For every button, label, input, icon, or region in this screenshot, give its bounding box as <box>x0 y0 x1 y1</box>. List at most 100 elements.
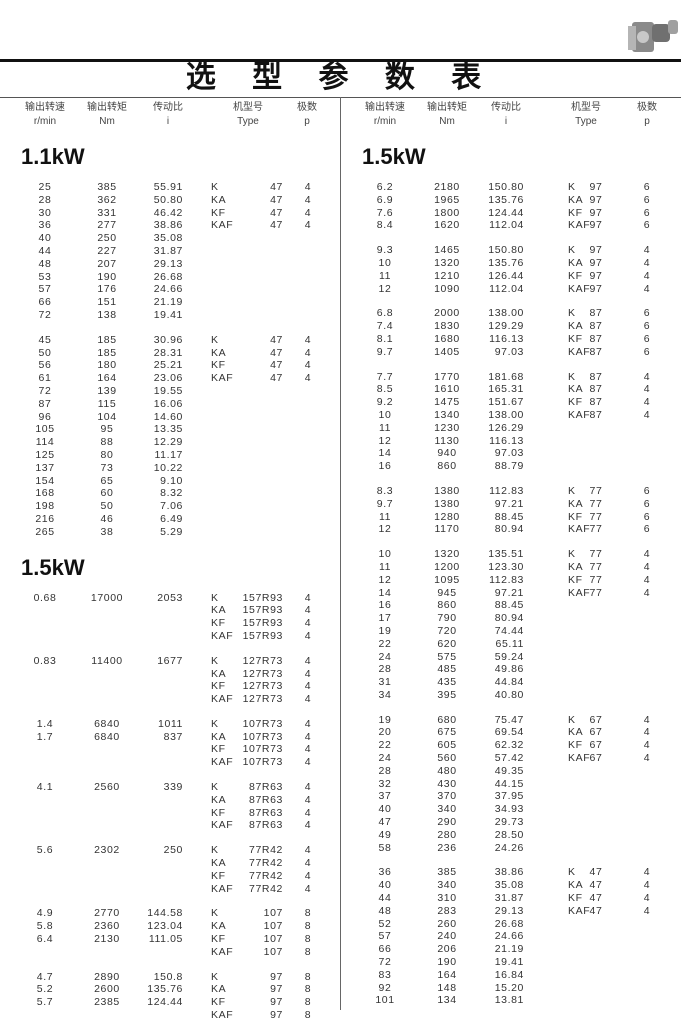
ratio: 138.00 <box>488 408 524 421</box>
poles: 4 <box>304 756 312 769</box>
poles: 8 <box>304 996 312 1009</box>
ratio: 97.03 <box>494 447 524 460</box>
output-speed: 66 <box>378 943 392 956</box>
ratio: 97.21 <box>494 586 524 599</box>
output-torque: 1965 <box>434 193 460 206</box>
type-size: 87R63 <box>249 819 283 832</box>
ratio: 126.44 <box>488 269 524 282</box>
ratio: 15.20 <box>494 981 524 994</box>
type-series: K <box>211 907 219 920</box>
output-torque: 206 <box>437 943 457 956</box>
output-torque: 560 <box>437 752 457 765</box>
output-torque: 340 <box>437 879 457 892</box>
output-speed: 11 <box>378 560 392 573</box>
type-size: 157R93 <box>242 629 283 642</box>
table-row: 5.7 2385 124.44 KF 97 8 <box>0 996 340 1009</box>
output-speed: 7.7 <box>376 370 394 383</box>
output-torque: 940 <box>437 447 457 460</box>
type-size: 107 <box>263 907 283 920</box>
type-size: 107 <box>263 933 283 946</box>
output-speed: 10 <box>378 256 392 269</box>
ratio: 75.47 <box>494 713 524 726</box>
type-size: 107 <box>263 945 283 958</box>
ratio: 7.06 <box>160 500 183 513</box>
type-series: KA <box>568 256 584 269</box>
ratio: 55.91 <box>153 181 183 193</box>
ratio: 26.68 <box>153 270 183 283</box>
output-speed: 25 <box>38 181 52 193</box>
table-row: 4.9 2770 144.58 K 107 8 <box>0 907 340 920</box>
poles: 4 <box>643 256 651 269</box>
type-series: KA <box>211 857 227 870</box>
table-row: 9.7 1380 97.21 KA 77 6 <box>341 498 681 511</box>
type-series: KAF <box>568 523 591 536</box>
ratio: 9.10 <box>160 474 183 487</box>
output-torque: 176 <box>97 283 117 296</box>
type-series: KF <box>568 739 583 752</box>
table-row: 11 1200 123.30 KA 77 4 <box>341 561 681 574</box>
ratio: 112.83 <box>489 484 524 497</box>
model-group: 0.68 17000 2053 K 157R93 4 KA 157R93 4 KF 157R93 4 K… <box>0 592 340 643</box>
output-torque: 310 <box>437 892 457 905</box>
table-row: 6.8 2000 138.00 K 87 6 <box>341 307 681 320</box>
ratio: 24.26 <box>494 841 524 854</box>
type-size: 127R73 <box>242 693 283 706</box>
poles: 4 <box>304 743 312 756</box>
output-speed: 31 <box>378 676 392 689</box>
output-speed: 12 <box>378 434 392 447</box>
table-row: KAF 127R73 4 <box>0 693 340 706</box>
poles: 4 <box>643 282 651 295</box>
output-speed: 28 <box>38 193 52 206</box>
output-torque: 240 <box>437 930 457 943</box>
ratio: 150.80 <box>488 181 524 193</box>
type-size: 47 <box>270 372 283 385</box>
poles: 4 <box>643 548 651 561</box>
table-row: 19 720 74.44 <box>341 625 681 638</box>
type-series: KAF <box>211 629 234 642</box>
output-speed: 72 <box>38 308 52 321</box>
type-size: 77 <box>589 560 603 573</box>
table-row: 28 362 50.80 KA 47 4 <box>0 194 340 207</box>
ratio: 35.08 <box>153 232 183 245</box>
poles: 6 <box>643 206 651 219</box>
column-header: 输出转速 r/min <box>355 101 415 129</box>
table-row: 92 148 15.20 <box>341 982 681 995</box>
output-torque: 139 <box>97 384 117 397</box>
type-size: 47 <box>589 904 603 917</box>
poles: 4 <box>304 359 312 372</box>
poles: 6 <box>643 332 651 345</box>
table-row: 50 185 28.31 KA 47 4 <box>0 347 340 360</box>
output-torque: 6840 <box>94 730 120 743</box>
type-series: K <box>568 370 576 383</box>
table-row: 14 945 97.21 KAF 77 4 <box>341 587 681 600</box>
output-speed: 8.5 <box>376 383 394 396</box>
type-series: KA <box>211 983 227 996</box>
ratio: 59.24 <box>494 650 524 663</box>
output-speed: 5.2 <box>36 983 54 996</box>
poles: 8 <box>304 1009 312 1022</box>
ratio: 25.21 <box>153 359 183 372</box>
output-torque: 605 <box>437 739 457 752</box>
output-speed: 24 <box>378 752 392 765</box>
poles: 4 <box>643 269 651 282</box>
type-series: K <box>568 548 576 561</box>
table-row: 5.2 2600 135.76 KA 97 8 <box>0 983 340 996</box>
type-size: 77 <box>589 510 603 523</box>
table-row: 72 139 19.55 <box>0 385 340 398</box>
table-row: 8.3 1380 112.83 K 77 6 <box>341 485 681 498</box>
table-row: 37 370 37.95 <box>341 790 681 803</box>
type-size: 87R63 <box>249 793 283 806</box>
table-row: 16 860 88.45 <box>341 599 681 612</box>
type-size: 87R63 <box>249 781 283 794</box>
output-torque: 1465 <box>434 244 460 257</box>
type-size: 107R73 <box>242 756 283 769</box>
output-torque: 46 <box>100 512 114 525</box>
column-header: 机型号 Type <box>218 101 278 129</box>
output-torque: 2890 <box>94 970 120 983</box>
type-series: K <box>211 781 219 794</box>
ratio: 150.80 <box>488 244 524 257</box>
table-row: 1.4 6840 1011 K 107R73 4 <box>0 718 340 731</box>
column-header-cn: 机型号 <box>233 102 263 113</box>
output-speed: 37 <box>378 790 392 803</box>
table-row: 96 104 14.60 <box>0 411 340 424</box>
